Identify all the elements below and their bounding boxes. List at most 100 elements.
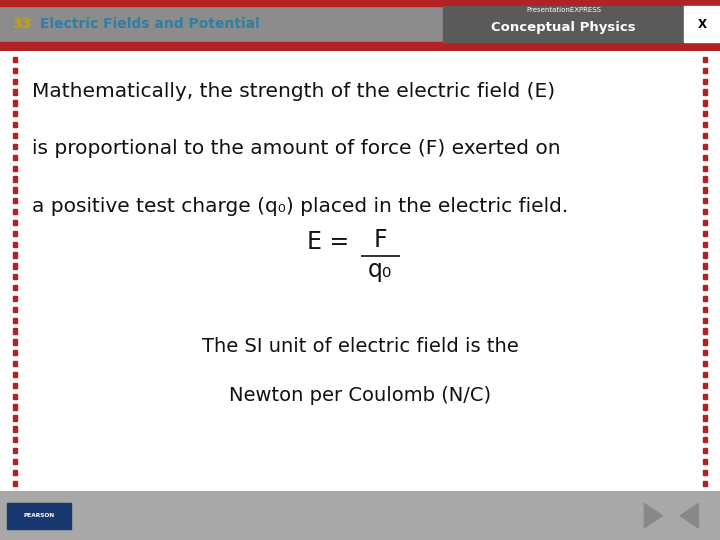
Bar — [703, 470, 707, 475]
Polygon shape — [644, 503, 662, 528]
Bar — [13, 264, 17, 268]
Polygon shape — [680, 503, 698, 528]
Bar — [703, 481, 707, 486]
Bar — [703, 100, 707, 106]
Text: 33: 33 — [12, 17, 32, 31]
Bar — [703, 372, 707, 377]
Bar — [703, 285, 707, 291]
Bar — [13, 68, 17, 73]
Bar — [703, 133, 707, 138]
Bar — [13, 415, 17, 421]
Bar — [703, 198, 707, 204]
Bar — [684, 6, 720, 42]
Bar — [703, 307, 707, 312]
Bar — [13, 361, 17, 366]
Bar — [13, 220, 17, 225]
Bar — [13, 426, 17, 431]
Bar — [13, 209, 17, 214]
Bar — [13, 448, 17, 453]
Bar — [13, 372, 17, 377]
Bar — [703, 350, 707, 355]
Bar — [13, 144, 17, 149]
Bar — [13, 187, 17, 193]
Text: The SI unit of electric field is the: The SI unit of electric field is the — [202, 338, 518, 356]
Bar — [7, 503, 71, 529]
Bar — [13, 57, 17, 62]
Bar — [703, 231, 707, 236]
Bar — [703, 459, 707, 464]
Bar — [703, 252, 707, 258]
Bar — [703, 187, 707, 193]
Bar — [13, 274, 17, 279]
Bar — [703, 296, 707, 301]
Bar — [13, 79, 17, 84]
Bar — [703, 90, 707, 94]
Text: q₀: q₀ — [368, 258, 392, 282]
Bar — [13, 100, 17, 106]
Text: Mathematically, the strength of the electric field (E): Mathematically, the strength of the elec… — [32, 82, 556, 101]
Bar — [703, 318, 707, 323]
Bar — [13, 154, 17, 160]
Bar — [13, 252, 17, 258]
Bar — [703, 264, 707, 268]
Text: a positive test charge (q₀) placed in the electric field.: a positive test charge (q₀) placed in th… — [32, 197, 569, 215]
Text: X: X — [698, 18, 706, 31]
Bar — [703, 144, 707, 149]
Text: F: F — [374, 228, 387, 252]
Bar — [0, 0, 720, 6]
Bar — [13, 111, 17, 117]
Bar — [13, 470, 17, 475]
Bar — [703, 177, 707, 181]
Text: is proportional to the amount of force (F) exerted on: is proportional to the amount of force (… — [32, 139, 561, 158]
Bar — [703, 79, 707, 84]
Bar — [703, 122, 707, 127]
Bar — [13, 339, 17, 345]
Bar — [13, 90, 17, 94]
Bar — [703, 383, 707, 388]
Bar — [13, 437, 17, 442]
Bar — [0, 42, 720, 49]
Bar — [13, 481, 17, 486]
Bar — [703, 166, 707, 171]
Bar — [13, 241, 17, 247]
Text: Conceptual Physics: Conceptual Physics — [491, 21, 636, 33]
Bar — [13, 383, 17, 388]
Bar — [703, 448, 707, 453]
Bar — [13, 404, 17, 410]
Bar — [703, 209, 707, 214]
Bar — [703, 426, 707, 431]
Bar — [13, 307, 17, 312]
Bar — [13, 122, 17, 127]
Bar — [703, 241, 707, 247]
Bar — [703, 220, 707, 225]
Bar — [703, 111, 707, 117]
Bar — [13, 350, 17, 355]
Bar — [13, 177, 17, 181]
Bar — [13, 328, 17, 334]
Bar — [13, 296, 17, 301]
Bar — [13, 166, 17, 171]
Text: PresentationEXPRESS: PresentationEXPRESS — [526, 6, 601, 13]
Bar — [703, 404, 707, 410]
Bar — [703, 394, 707, 399]
Bar — [13, 394, 17, 399]
Bar — [703, 274, 707, 279]
Bar — [703, 339, 707, 345]
Text: E =: E = — [307, 230, 356, 254]
Bar — [13, 231, 17, 236]
Bar — [13, 318, 17, 323]
Bar — [703, 154, 707, 160]
Bar — [13, 459, 17, 464]
Bar — [13, 133, 17, 138]
Bar — [443, 6, 684, 42]
Text: Electric Fields and Potential: Electric Fields and Potential — [40, 17, 259, 31]
Bar — [703, 57, 707, 62]
Text: PEARSON: PEARSON — [23, 513, 55, 518]
Bar — [703, 415, 707, 421]
Bar — [703, 361, 707, 366]
Text: Newton per Coulomb (N/C): Newton per Coulomb (N/C) — [229, 386, 491, 405]
Bar — [703, 328, 707, 334]
Bar — [13, 285, 17, 291]
Bar — [703, 68, 707, 73]
Bar — [703, 437, 707, 442]
